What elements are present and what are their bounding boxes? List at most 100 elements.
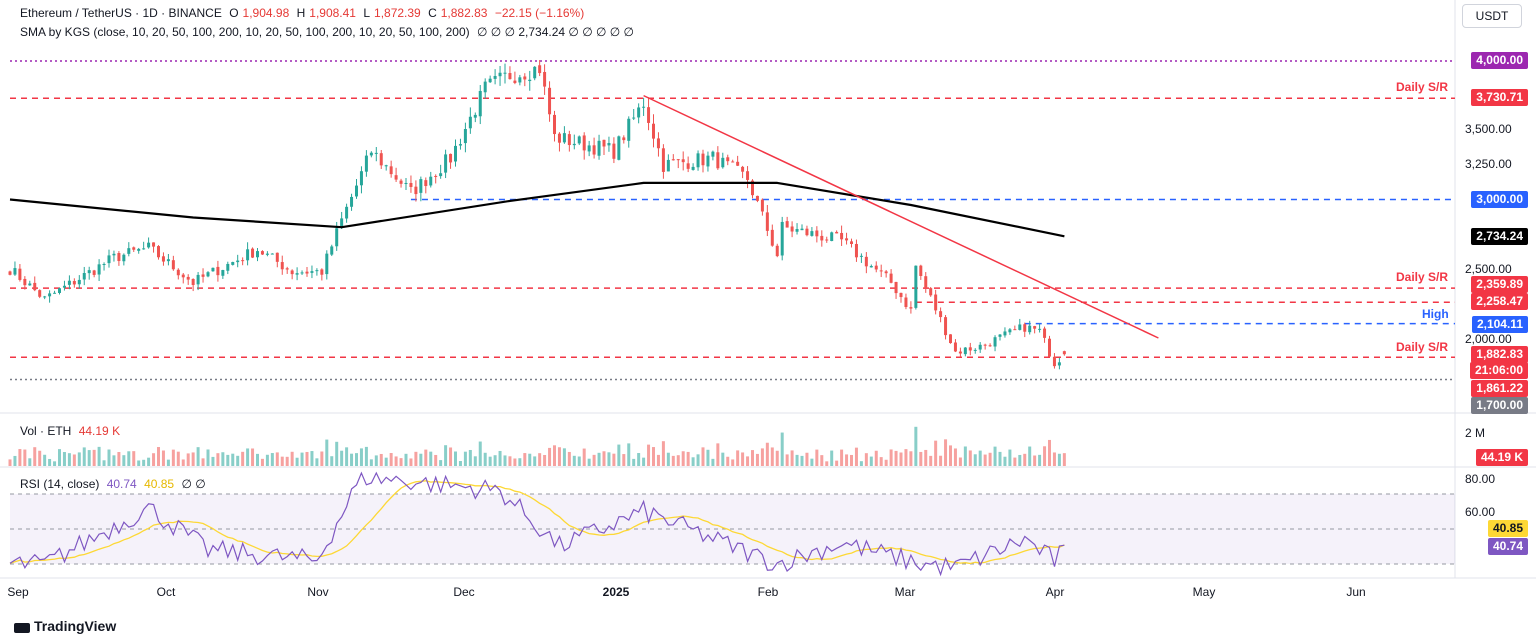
candle-body <box>251 248 255 258</box>
candle-body <box>617 136 621 160</box>
candle-body <box>67 280 71 285</box>
volume-bar <box>181 459 185 466</box>
volume-bar <box>43 454 47 466</box>
volume-bar <box>874 450 878 466</box>
tradingview-logo[interactable]: TradingView <box>14 618 116 634</box>
sma-legend[interactable]: SMA by KGS (close, 10, 20, 50, 100, 200,… <box>20 25 638 39</box>
candle-body <box>8 271 12 275</box>
price-label-last: 1,882.83 <box>1471 346 1528 363</box>
volume-bar <box>13 455 17 466</box>
volume-bar <box>751 450 754 466</box>
volume-bar <box>518 458 522 466</box>
candle-body <box>285 268 289 270</box>
rsi-legend[interactable]: RSI (14, close) 40.74 40.85 ∅ ∅ <box>20 477 210 491</box>
candle-body <box>775 245 779 257</box>
volume-bar <box>315 458 319 466</box>
candle-body <box>87 270 91 274</box>
countdown-label: 21:06:00 <box>1469 362 1528 379</box>
volume-bar <box>355 453 358 466</box>
candle-body <box>444 154 448 173</box>
low-label: L <box>363 6 371 20</box>
candle-body <box>404 182 408 184</box>
volume-bar <box>513 458 517 466</box>
volume-bar <box>869 456 873 466</box>
rsi-value: 40.74 <box>106 477 137 491</box>
candle-body <box>533 66 537 79</box>
volume-bar <box>656 454 660 466</box>
volume-bar <box>404 453 408 466</box>
volume-bar <box>221 452 225 466</box>
candle-body <box>894 281 898 294</box>
candle-body <box>335 228 339 247</box>
candle-body <box>300 272 304 274</box>
volume-bar <box>53 461 57 466</box>
candle-body <box>597 140 601 156</box>
candle-body <box>458 144 462 146</box>
sma-200-line <box>9 181 1065 238</box>
volume-bar <box>8 459 12 466</box>
candle-body <box>1052 356 1056 367</box>
candle-body <box>350 196 354 207</box>
candle-body <box>553 114 556 135</box>
volume-bar <box>379 453 383 466</box>
volume-bar <box>458 461 462 466</box>
symbol-title: Ethereum / TetherUS · 1D · BINANCE <box>20 6 222 20</box>
sma-values: ∅ ∅ ∅ 2,734.24 ∅ ∅ ∅ ∅ ∅ <box>477 25 635 39</box>
candle-body <box>602 139 606 147</box>
volume-bar <box>850 454 853 466</box>
candle-body <box>572 143 576 146</box>
volume-bar <box>409 458 413 466</box>
volume-bar <box>463 451 467 466</box>
candle-body <box>914 265 918 308</box>
candle-body <box>186 276 190 280</box>
volume-bar <box>647 444 651 466</box>
candle-body <box>953 342 957 352</box>
candle-body <box>899 292 903 298</box>
candle-body <box>181 274 185 278</box>
volume-legend[interactable]: Vol · ETH 44.19 K <box>20 424 124 438</box>
volume-bar <box>963 446 967 466</box>
volume-bar <box>1043 446 1047 466</box>
volume-bar <box>953 448 957 466</box>
candle-body <box>176 269 180 276</box>
candle-body <box>755 195 759 201</box>
volume-bar <box>399 458 403 466</box>
candle-body <box>147 242 151 248</box>
candle-body <box>874 265 878 270</box>
candle-body <box>963 347 967 355</box>
candle-body <box>137 248 141 251</box>
candle-body <box>993 337 997 347</box>
candle-body <box>1062 351 1066 355</box>
candle-body <box>949 334 952 344</box>
volume-bar <box>176 451 180 466</box>
volume-bar <box>211 456 215 466</box>
volume-bar <box>582 448 586 466</box>
volume-bars <box>8 426 1066 466</box>
time-tick-sep: Sep <box>7 585 29 599</box>
volume-bar <box>711 458 715 466</box>
volume-bar <box>196 447 200 466</box>
volume-bar <box>137 460 141 466</box>
candle-body <box>117 253 121 262</box>
volume-bar <box>523 453 527 466</box>
volume-bar <box>612 453 616 466</box>
volume-bar <box>686 451 690 466</box>
candle-body <box>978 344 982 350</box>
candle-body <box>884 271 888 274</box>
currency-button[interactable]: USDT <box>1462 4 1522 28</box>
rsi-ma-label: 40.85 <box>1487 520 1528 537</box>
volume-bar <box>780 432 784 466</box>
sma-label: SMA by KGS (close, 10, 20, 50, 100, 200,… <box>20 25 470 39</box>
candle-body <box>904 297 908 308</box>
volume-bar <box>602 451 606 466</box>
volume-bar <box>988 452 992 466</box>
candle-body <box>1003 331 1007 336</box>
time-tick-oct: Oct <box>156 585 176 599</box>
volume-bar <box>82 447 86 466</box>
volume-bar <box>1028 446 1032 466</box>
candle-body <box>919 265 923 276</box>
candle-body <box>944 317 948 336</box>
candle-body <box>1023 324 1027 332</box>
candle-body <box>102 264 106 266</box>
